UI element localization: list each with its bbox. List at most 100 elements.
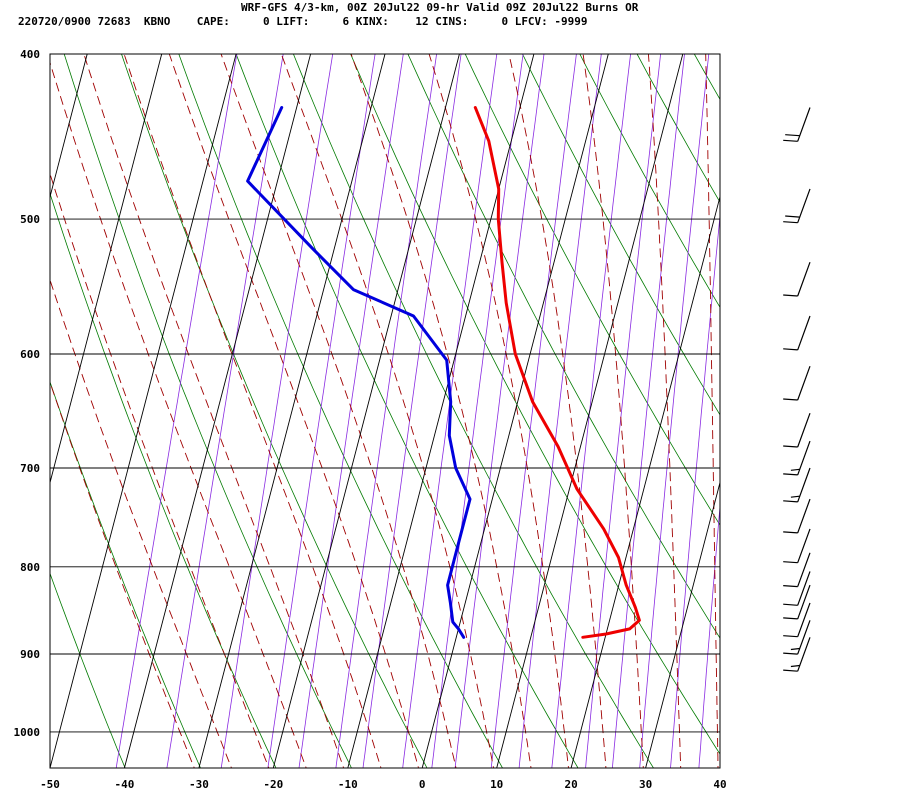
wind-barb — [783, 571, 811, 606]
barb-full — [783, 652, 798, 655]
dry-adiabat — [579, 54, 720, 309]
temperature-tick-label: 20 — [564, 778, 577, 791]
dry-adiabat — [178, 54, 503, 768]
wind-barb — [783, 440, 811, 476]
isotherm — [570, 194, 720, 768]
isotherm — [123, 54, 312, 768]
chart-title: WRF-GFS 4/3-km, 00Z 20Jul22 09-hr Valid … — [241, 1, 639, 14]
barb-staff — [797, 620, 811, 655]
wind-barb — [783, 620, 811, 655]
temperature-tick-label: -40 — [114, 778, 134, 791]
plot-frame — [49, 53, 721, 769]
temperature-tick-label: -20 — [263, 778, 283, 791]
barb-staff — [797, 467, 811, 503]
barb-staff — [797, 440, 811, 476]
mixing-ratio-line — [115, 54, 238, 768]
dry-adiabat — [843, 16, 900, 775]
dry-adiabat — [235, 54, 579, 768]
isotherm — [496, 54, 684, 768]
moist-adiabat — [50, 380, 195, 768]
barb-staff — [797, 365, 811, 401]
profiles — [246, 106, 641, 639]
barb-staff — [797, 498, 811, 534]
wind-barb — [783, 528, 811, 564]
wind-barb — [783, 552, 811, 588]
wind-barb — [783, 498, 811, 534]
temperature-tick-label: -30 — [189, 778, 209, 791]
barb-half — [790, 468, 800, 471]
barb-staff — [797, 584, 811, 620]
barb-half — [790, 647, 800, 651]
barb-staff — [797, 637, 811, 672]
sounding-indices: 220720/0900 72683 KBNO CAPE: 0 LIFT: 6 K… — [18, 15, 588, 28]
moist-adiabat — [705, 54, 719, 768]
dry-adiabat — [50, 572, 126, 768]
mixing-ratio-line — [585, 54, 662, 768]
barb-full — [783, 500, 798, 503]
tick-labels: 400 500 600 700 800 900 1000 -50 -40 -30 -20 -10 0 10… — [14, 48, 727, 791]
barb-full — [783, 398, 798, 401]
grid — [50, 53, 720, 733]
mixing-ratio-line — [698, 501, 720, 768]
barb-full — [783, 473, 798, 476]
barb-half — [790, 664, 800, 668]
pressure-tick-label: 500 — [20, 213, 40, 226]
dry-adiabat — [50, 192, 277, 768]
wind-barbs — [783, 107, 811, 672]
temperature-tick-label: 0 — [419, 778, 426, 791]
barb-full — [785, 215, 800, 218]
pressure-tick-label: 600 — [20, 348, 40, 361]
mixing-ratio-line — [639, 54, 710, 768]
wind-barb — [783, 637, 811, 672]
barb-full — [783, 531, 798, 534]
moist-adiabat — [508, 54, 607, 768]
moist-adiabat — [220, 54, 457, 768]
moist-adiabat — [50, 172, 270, 768]
dry-adiabat — [464, 54, 720, 526]
barb-staff — [797, 315, 811, 351]
dry-adiabat — [50, 380, 201, 768]
temperature-tick-label: 40 — [713, 778, 726, 791]
barb-staff — [797, 261, 811, 297]
dry-adiabat — [121, 54, 428, 768]
barb-full — [785, 134, 800, 137]
pressure-tick-label: 700 — [20, 462, 40, 475]
mixing-ratio-line — [298, 54, 404, 768]
wind-barb — [783, 412, 811, 448]
isotherm — [50, 54, 88, 199]
temperature-profile — [473, 106, 641, 639]
barb-staff — [797, 528, 811, 563]
barb-full — [783, 603, 798, 606]
mixing-ratio-line — [611, 54, 685, 768]
barb-full — [783, 585, 798, 588]
wind-barb — [783, 107, 811, 142]
dry-adiabat — [522, 54, 720, 416]
barb-staff — [797, 602, 811, 637]
temperature-tick-label: -10 — [338, 778, 358, 791]
moist-adiabat — [428, 54, 569, 768]
temperature-tick-label: -50 — [40, 778, 60, 791]
isotherm — [421, 54, 609, 768]
barb-full — [783, 617, 798, 620]
moist-adiabat — [50, 278, 232, 768]
barb-staff — [797, 412, 811, 448]
moist-adiabat — [582, 54, 644, 768]
dry-adiabat — [636, 54, 720, 203]
moist-adiabat — [647, 54, 682, 768]
mixing-ratio-line — [518, 54, 602, 768]
moist-adiabat — [50, 61, 307, 768]
barb-staff — [797, 552, 811, 587]
dewpoint-profile — [246, 106, 472, 639]
mixing-ratio-line — [166, 54, 284, 768]
header: WRF-GFS 4/3-km, 00Z 20Jul22 09-hr Valid … — [0, 0, 900, 34]
isotherm — [272, 54, 460, 768]
isotherm — [645, 480, 720, 768]
barb-staff — [797, 107, 811, 142]
temperature-tick-label: 30 — [639, 778, 652, 791]
isotherm — [50, 54, 237, 768]
barb-full — [783, 635, 798, 638]
wind-barb — [783, 315, 811, 351]
wind-barb — [783, 188, 811, 224]
dry-adiabat — [350, 54, 720, 755]
